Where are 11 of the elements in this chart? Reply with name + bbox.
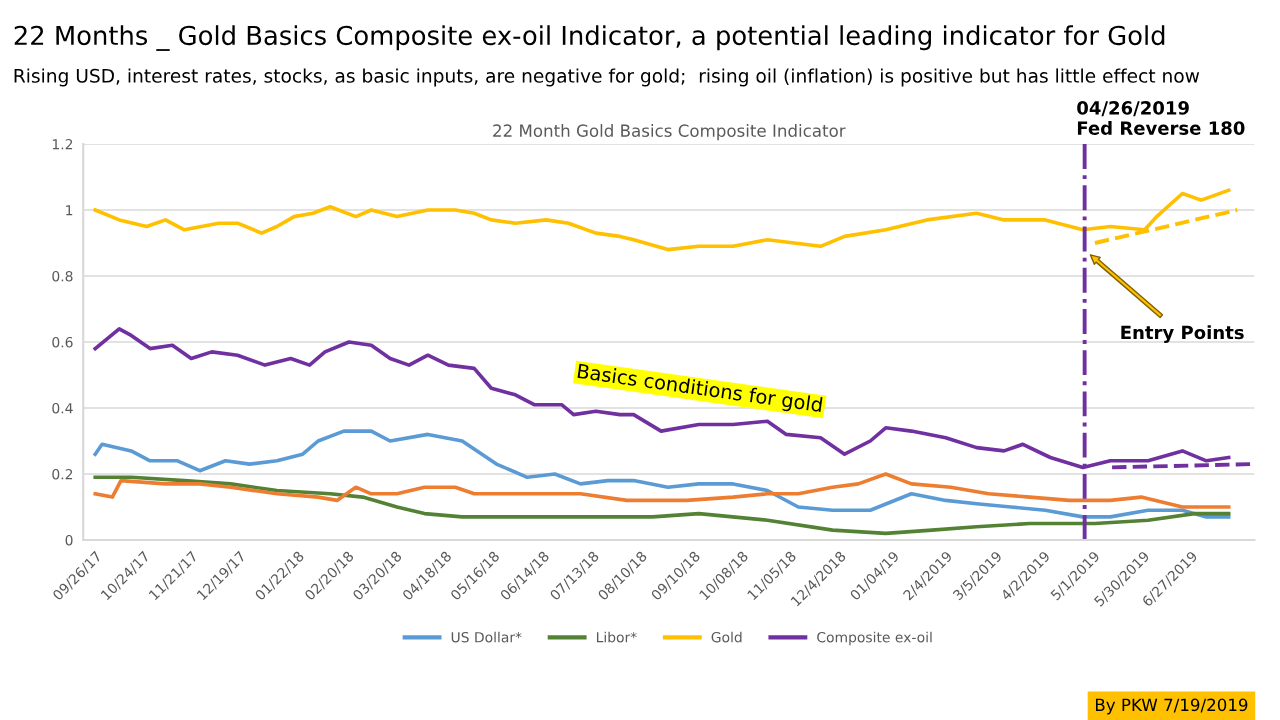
annotation: Entry Points bbox=[1121, 325, 1244, 343]
line-series bbox=[93, 429, 1231, 519]
line-series bbox=[93, 472, 1231, 509]
annotation: Basics conditions for gold bbox=[576, 363, 823, 416]
chart-subtitle: Rising USD, interest rates, stocks, as basic inputs, are negative for gold; rising oil (inflation) is positive but has little effect now bbox=[14, 68, 1200, 87]
text: By PKW 7/19/2019 bbox=[1095, 698, 1248, 715]
chart-title: 22 Months _ Gold Basics Composite ex-oil Indicator, a potential leading indicator for Gold bbox=[14, 25, 1165, 51]
text: 22 Month Gold Basics Composite Indicator bbox=[493, 124, 846, 141]
line-series bbox=[93, 188, 1231, 252]
line-series bbox=[93, 475, 1231, 536]
ref-line-label: 04/26/2019 Fed Reverse 180 bbox=[1077, 101, 1245, 135]
